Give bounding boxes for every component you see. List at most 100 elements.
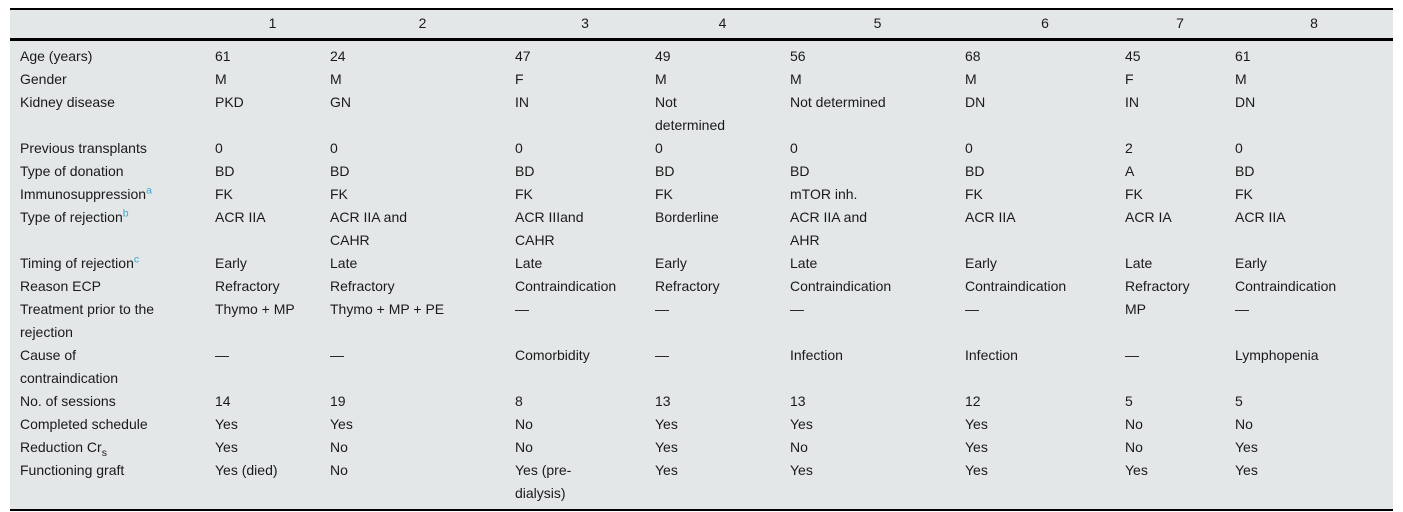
row-label-text: Age (years) [20,48,93,64]
table-row: Treatment prior to the rejection Thymo + … [10,298,1393,344]
table-row: Functioning graft Yes (died) No Yes (pre- d… [10,459,1393,510]
table-cell: PKD [215,94,244,110]
table-cell: Yes (pre- dialysis) [515,462,572,501]
patient-number-header: 8 [1235,9,1393,41]
table-cell: Yes [965,462,988,478]
table-cell: Comorbidity [515,347,590,363]
footnote-marker: a [146,184,152,197]
table-cell: FK [655,186,673,202]
table-cell: BD [655,163,675,179]
table-cell: 0 [790,140,798,156]
table-cell: No [1125,439,1143,455]
table-cell: Yes [790,462,813,478]
table-cell: 12 [965,393,981,409]
table-cell: F [1125,71,1134,87]
table-cell: Late [330,255,358,271]
table-cell: 0 [215,140,223,156]
table-cell: ACR IIA [965,209,1016,225]
table-cell: Early [655,255,687,271]
row-label-text: Reduction Cr [20,439,102,455]
table-cell: 0 [655,140,663,156]
table-cell: M [330,71,342,87]
patient-number-header: 4 [655,9,790,41]
table-cell: Yes [655,462,678,478]
patient-number-header: 7 [1125,9,1235,41]
table-cell: — [215,347,229,363]
table-cell: Yes [215,416,238,432]
table-cell: Yes [790,416,813,432]
table-cell: 13 [790,393,806,409]
table-cell: BD [790,163,810,179]
row-label-text: Previous transplants [20,140,147,156]
table-cell: — [655,347,669,363]
row-label-text: Treatment prior to the rejection [20,301,155,340]
table-cell: Yes [655,416,678,432]
table-row: Completed schedule Yes Yes No Yes Yes Yes No No [10,413,1393,436]
table-row: Cause of contraindication — — Comorbidity — I… [10,344,1393,390]
table-cell: No [790,439,808,455]
table-cell: 2 [1125,140,1133,156]
table-cell: BD [1235,163,1255,179]
table-cell: 14 [215,393,231,409]
table-cell: — [655,301,669,317]
table-cell: MP [1125,301,1146,317]
table-row: Kidney disease PKD GN IN Not determined Not d… [10,91,1393,137]
patient-number-header: 5 [790,9,965,41]
row-label: Previous transplants [10,137,215,160]
table-cell: FK [1125,186,1143,202]
row-label-text: Kidney disease [20,94,115,110]
row-label-column-header [10,9,215,41]
table-cell: ACR IIA and CAHR [330,209,408,248]
table-cell: No [330,439,348,455]
table-cell: — [1235,301,1249,317]
patient-number-header: 1 [215,9,330,41]
table-cell: FK [965,186,983,202]
table-cell: — [1125,347,1139,363]
table-cell: Yes (died) [215,462,278,478]
table-cell: ACR IA [1125,209,1172,225]
table-cell: Late [790,255,818,271]
table-cell: Refractory [655,278,720,294]
table-cell: — [330,347,344,363]
row-label: No. of sessions [10,390,215,413]
table-cell: Refractory [215,278,280,294]
table-body: Age (years) 61 24 47 49 56 68 45 61 Gender M M F M M M F… [10,40,1393,511]
row-label: Kidney disease [10,91,215,137]
table-cell: ACR IIIand CAHR [515,209,584,248]
table-cell: Thymo + MP [215,301,295,317]
table-cell: Early [1235,255,1267,271]
table-cell: Contraindication [515,278,617,294]
table-cell: 0 [965,140,973,156]
table-cell: 24 [330,48,346,64]
table-cell: 19 [330,393,346,409]
table-cell: 13 [655,393,671,409]
table-cell: Late [1125,255,1153,271]
table-row: Timing of rejectionc Early Late Late Early La… [10,252,1393,275]
row-label: Completed schedule [10,413,215,436]
table-cell: BD [330,163,350,179]
row-label: Reduction Crs [10,436,215,459]
table-cell: M [790,71,802,87]
table-row: Type of donation BD BD BD BD BD BD A BD [10,160,1393,183]
table-cell: No [515,439,533,455]
table-cell: No [330,462,348,478]
row-label: Gender [10,68,215,91]
table-cell: 47 [515,48,531,64]
row-label-text: Cause of contraindication [20,347,119,386]
table-cell: Yes [965,416,988,432]
row-label: Immunosuppressiona [10,183,215,206]
table-cell: BD [215,163,235,179]
table-cell: BD [515,163,535,179]
row-label-text: Gender [20,71,67,87]
table-cell: Yes [655,439,678,455]
table-row: Previous transplants 0 0 0 0 0 0 2 0 [10,137,1393,160]
table-cell: Refractory [1125,278,1190,294]
table-cell: FK [515,186,533,202]
table-row: Gender M M F M M M F M [10,68,1393,91]
row-label-text: Timing of rejection [20,255,134,271]
table-cell: — [515,301,529,317]
table-cell: IN [1125,94,1139,110]
row-label-text: Functioning graft [20,462,125,478]
